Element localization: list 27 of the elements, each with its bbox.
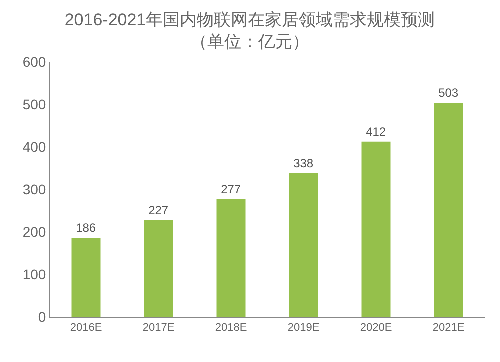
y-tick-label: 600 (22, 54, 46, 70)
x-tick-label: 2019E (288, 322, 320, 334)
x-tick-label: 2016E (70, 322, 102, 334)
data-label: 338 (294, 156, 314, 170)
y-tick-label: 500 (22, 96, 46, 112)
y-tick-label: 200 (22, 224, 46, 240)
data-label: 277 (221, 182, 242, 196)
data-label: 227 (148, 204, 169, 218)
y-tick-label: 100 (22, 266, 46, 282)
bar (144, 220, 174, 317)
bar (289, 173, 318, 317)
bar (434, 103, 464, 317)
y-tick-label: 400 (22, 138, 46, 155)
data-label: 503 (438, 86, 459, 100)
y-tick-label: 0 (38, 308, 46, 325)
x-tick-label: 2017E (142, 322, 175, 334)
chart-title: 2016-2021年国内物联网在家居领域需求规模预测 (64, 10, 436, 30)
chart-subtitle: （单位：亿元） (190, 32, 310, 52)
data-label: 412 (366, 124, 386, 139)
bar (72, 238, 101, 317)
x-tick-label: 2018E (215, 322, 248, 334)
x-tick-label: 2020E (360, 322, 392, 334)
data-label: 186 (76, 220, 96, 235)
bar (362, 142, 391, 317)
y-tick-label: 300 (22, 181, 46, 198)
bar (216, 199, 246, 317)
x-tick-label: 2021E (432, 322, 465, 334)
